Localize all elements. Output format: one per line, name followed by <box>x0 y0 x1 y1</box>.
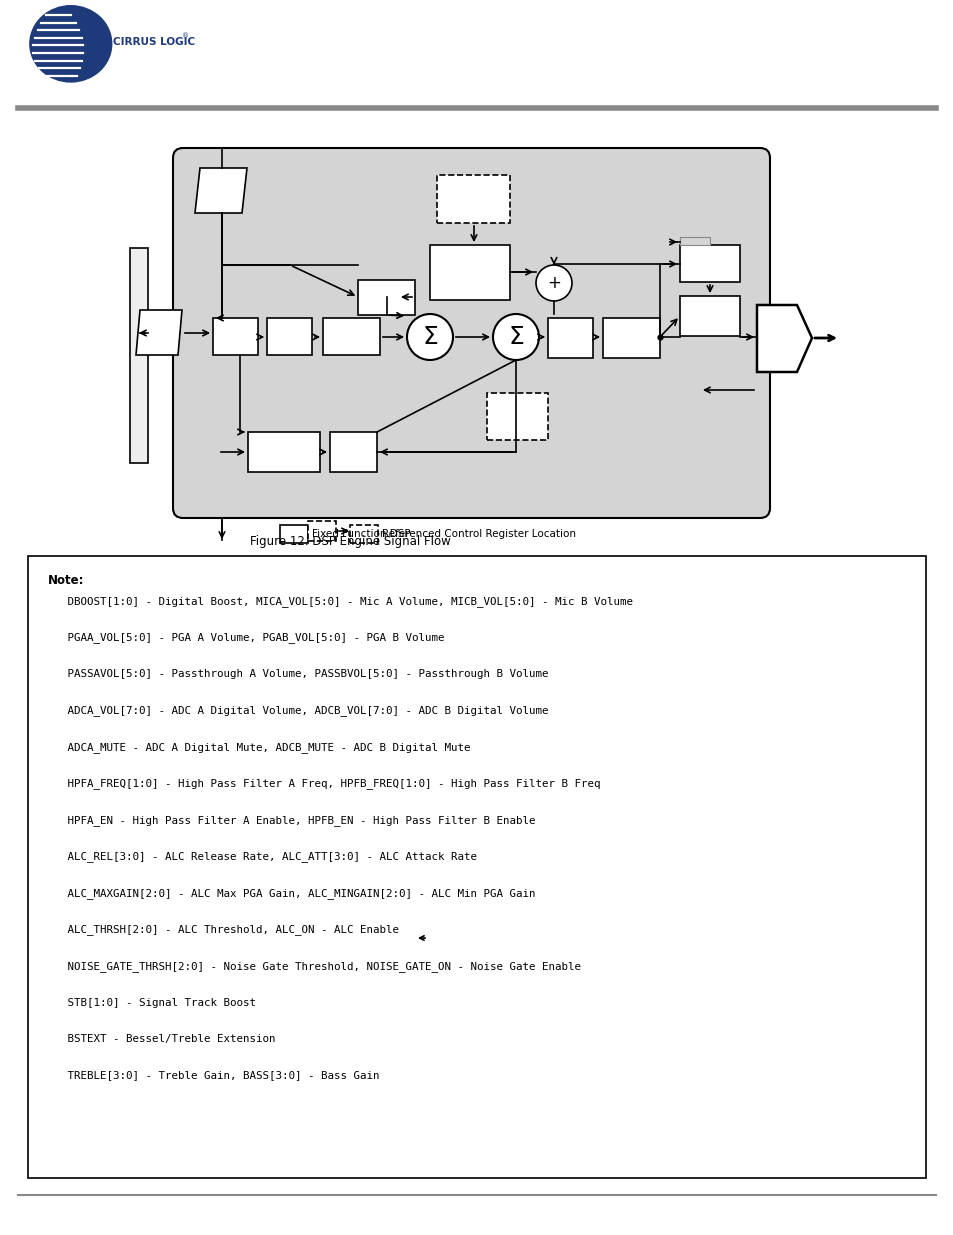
Text: PGAA_VOL[5:0] - PGA A Volume, PGAB_VOL[5:0] - PGA B Volume: PGAA_VOL[5:0] - PGA A Volume, PGAB_VOL[5… <box>48 632 444 643</box>
Text: HPFA_EN - High Pass Filter A Enable, HPFB_EN - High Pass Filter B Enable: HPFA_EN - High Pass Filter A Enable, HPF… <box>48 815 535 826</box>
Text: ®: ® <box>182 33 189 40</box>
Bar <box>436 175 510 224</box>
Text: ALC_THRSH[2:0] - ALC Threshold, ALC_ON - ALC Enable: ALC_THRSH[2:0] - ALC Threshold, ALC_ON -… <box>48 925 398 935</box>
Bar <box>679 245 740 282</box>
Bar <box>330 432 376 472</box>
Bar <box>308 521 335 541</box>
Bar <box>28 556 925 1178</box>
Text: DBOOST[1:0] - Digital Boost, MICA_VOL[5:0] - Mic A Volume, MICB_VOL[5:0] - Mic B: DBOOST[1:0] - Digital Boost, MICA_VOL[5:… <box>48 597 633 606</box>
Bar <box>267 317 312 354</box>
Text: TREBLE[3:0] - Treble Gain, BASS[3:0] - Bass Gain: TREBLE[3:0] - Treble Gain, BASS[3:0] - B… <box>48 1071 379 1081</box>
Bar <box>602 317 659 358</box>
Text: CIRRUS LOGIC: CIRRUS LOGIC <box>113 37 195 47</box>
Text: Referenced Control Register Location: Referenced Control Register Location <box>381 529 576 538</box>
Circle shape <box>493 314 538 359</box>
Bar <box>486 393 547 440</box>
Text: HPFA_FREQ[1:0] - High Pass Filter A Freq, HPFB_FREQ[1:0] - High Pass Filter B Fr: HPFA_FREQ[1:0] - High Pass Filter A Freq… <box>48 778 599 789</box>
Polygon shape <box>136 310 182 354</box>
Text: +: + <box>546 274 560 291</box>
Text: Σ: Σ <box>508 325 523 350</box>
Text: BSTEXT - Bessel/Treble Extension: BSTEXT - Bessel/Treble Extension <box>48 1034 275 1044</box>
Bar <box>130 248 148 463</box>
Text: STB[1:0] - Signal Track Boost: STB[1:0] - Signal Track Boost <box>48 998 255 1008</box>
Text: NOISE_GATE_THRSH[2:0] - Noise Gate Threshold, NOISE_GATE_ON - Noise Gate Enable: NOISE_GATE_THRSH[2:0] - Noise Gate Thres… <box>48 961 580 972</box>
Text: Figure 12. DSP Engine Signal Flow: Figure 12. DSP Engine Signal Flow <box>250 535 450 548</box>
Bar <box>213 317 257 354</box>
Circle shape <box>407 314 453 359</box>
Bar <box>323 317 379 354</box>
Text: ADCA_VOL[7:0] - ADC A Digital Volume, ADCB_VOL[7:0] - ADC B Digital Volume: ADCA_VOL[7:0] - ADC A Digital Volume, AD… <box>48 705 548 716</box>
Text: Note:: Note: <box>48 574 85 587</box>
Polygon shape <box>194 168 247 212</box>
Text: Fixed Function DSP: Fixed Function DSP <box>312 529 410 538</box>
Ellipse shape <box>30 6 112 82</box>
Bar <box>547 317 593 358</box>
Text: ADCA_MUTE - ADC A Digital Mute, ADCB_MUTE - ADC B Digital Mute: ADCA_MUTE - ADC A Digital Mute, ADCB_MUT… <box>48 742 470 753</box>
Bar <box>430 245 510 300</box>
Polygon shape <box>757 305 811 372</box>
Text: ALC_MAXGAIN[2:0] - ALC Max PGA Gain, ALC_MINGAIN[2:0] - ALC Min PGA Gain: ALC_MAXGAIN[2:0] - ALC Max PGA Gain, ALC… <box>48 888 535 899</box>
Text: Σ: Σ <box>421 325 437 350</box>
Bar <box>679 237 709 245</box>
FancyBboxPatch shape <box>172 148 769 517</box>
Bar <box>280 525 308 543</box>
Bar <box>679 296 740 336</box>
Text: PASSAVOL[5:0] - Passthrough A Volume, PASSBVOL[5:0] - Passthrough B Volume: PASSAVOL[5:0] - Passthrough A Volume, PA… <box>48 669 548 679</box>
Bar <box>357 280 415 315</box>
Circle shape <box>536 266 572 301</box>
Text: ALC_REL[3:0] - ALC Release Rate, ALC_ATT[3:0] - ALC Attack Rate: ALC_REL[3:0] - ALC Release Rate, ALC_ATT… <box>48 851 476 862</box>
Bar <box>248 432 319 472</box>
Bar <box>350 525 377 543</box>
